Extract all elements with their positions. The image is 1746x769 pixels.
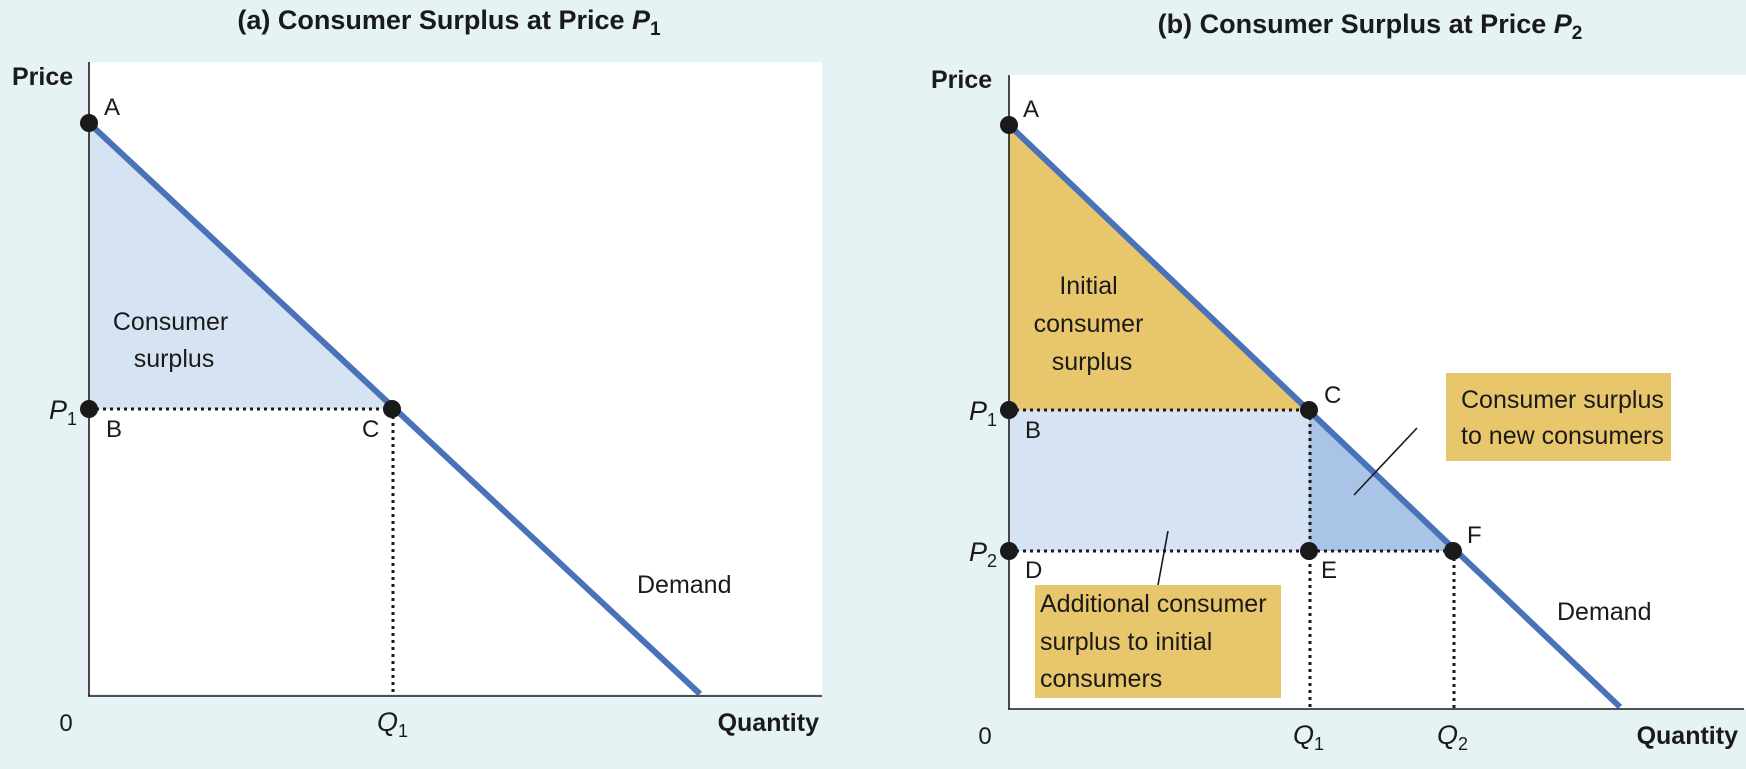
panel-a: (a) Consumer Surplus at Price P1 Price Q… (12, 5, 822, 741)
panel-b-label-f: F (1467, 522, 1482, 549)
panel-b-point-c (1300, 401, 1318, 419)
panel-b: (b) Consumer Surplus at Price P2 Price Q… (931, 9, 1746, 754)
panel-a-label-a: A (104, 94, 120, 121)
panel-a-p1-label: P1 (49, 395, 77, 429)
panel-b-origin: 0 (978, 723, 991, 750)
panel-b-point-e (1300, 542, 1318, 560)
panel-b-point-f (1444, 542, 1462, 560)
panel-a-point-b (80, 400, 98, 418)
panel-b-label-a: A (1023, 96, 1039, 123)
panel-b-additional-surplus-area (1009, 410, 1309, 551)
panel-b-new-consumers-box (1446, 373, 1671, 461)
panel-a-label-b: B (106, 416, 122, 443)
panel-b-new-consumers-pointer (1353, 427, 1418, 496)
panel-a-x-label: Quantity (718, 709, 819, 737)
panel-b-additional-pointer (1157, 530, 1169, 586)
panel-b-x-label: Quantity (1637, 722, 1738, 750)
panel-a-q1-label: Q1 (377, 707, 408, 741)
panel-b-additional-label: Additional consumer surplus to initial c… (1040, 590, 1273, 693)
panel-a-point-a (80, 114, 98, 132)
panel-b-label-c: C (1324, 382, 1341, 409)
panel-b-label-d: D (1025, 557, 1042, 584)
panel-a-surplus-label: Consumer surplus (113, 308, 235, 373)
panel-b-y-label: Price (931, 66, 992, 94)
panel-b-additional-box (1035, 585, 1281, 698)
panel-a-label-c: C (362, 416, 379, 443)
panel-b-point-b (1000, 401, 1018, 419)
panel-b-q2-label: Q2 (1437, 720, 1468, 754)
panel-b-q1-label: Q1 (1293, 720, 1324, 754)
panel-a-title: (a) Consumer Surplus at Price P1 (237, 5, 661, 40)
panel-a-demand-label: Demand (637, 571, 732, 599)
panel-b-new-consumers-label: Consumer surplus to new consumers (1461, 386, 1671, 450)
panel-b-p2-label: P2 (969, 537, 997, 571)
panel-b-initial-surplus-label: Initial consumer surplus (1034, 272, 1151, 376)
panel-a-y-label: Price (12, 63, 73, 91)
panel-b-p1-label: P1 (969, 396, 997, 430)
panel-b-label-e: E (1321, 557, 1337, 584)
panel-b-point-a (1000, 116, 1018, 134)
panel-b-label-b: B (1025, 417, 1041, 444)
panel-b-point-d (1000, 542, 1018, 560)
panel-a-point-c (383, 400, 401, 418)
panel-a-origin: 0 (59, 710, 72, 737)
panel-b-title: (b) Consumer Surplus at Price P2 (1158, 9, 1583, 44)
panel-b-demand-label: Demand (1557, 598, 1652, 626)
